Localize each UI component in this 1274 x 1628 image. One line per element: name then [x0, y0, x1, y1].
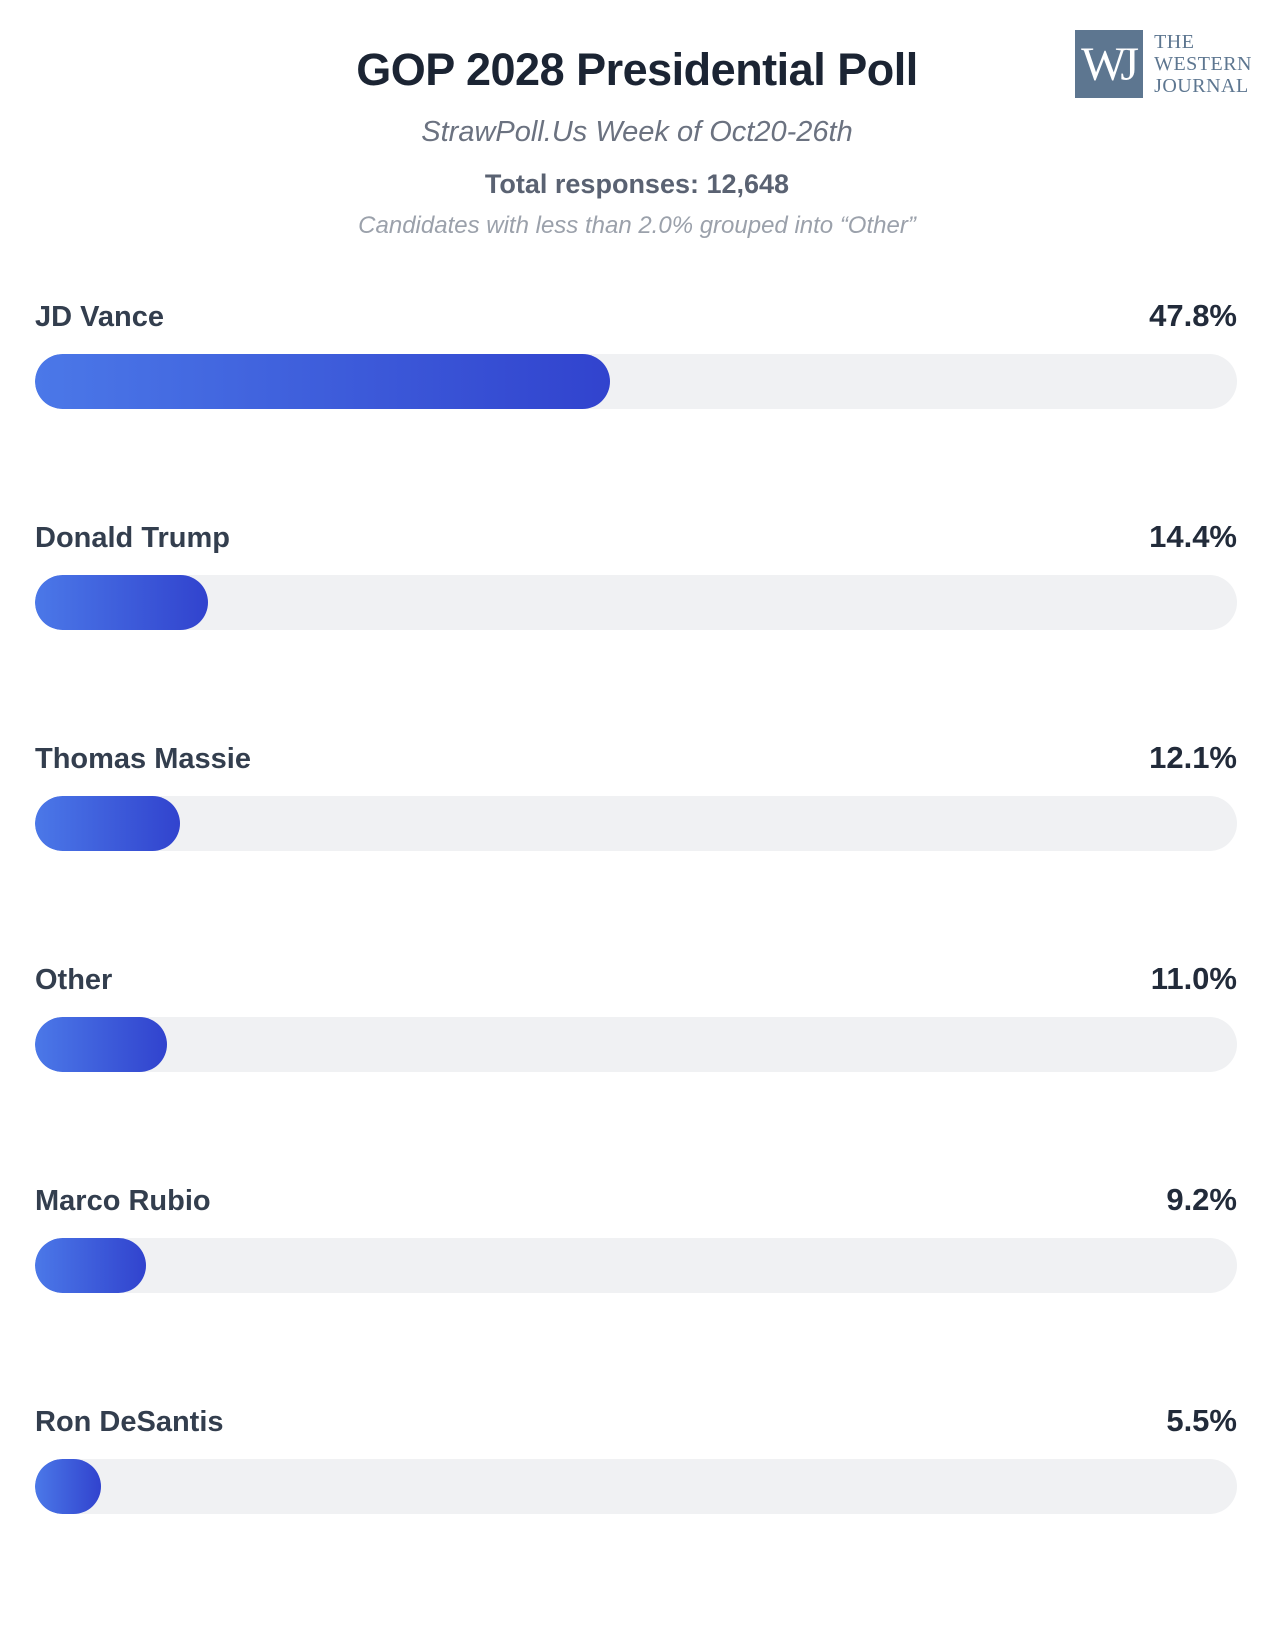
candidate-name: Marco Rubio: [35, 1184, 211, 1217]
candidate-percentage: 12.1%: [1149, 739, 1237, 775]
poll-row-header: Thomas Massie 12.1%: [35, 740, 1237, 776]
bar-track: [35, 1237, 1237, 1293]
candidate-percentage: 11.0%: [1150, 960, 1237, 996]
candidate-name: Ron DeSantis: [35, 1405, 224, 1438]
logo-wordmark-line: WESTERN: [1154, 53, 1252, 75]
bar-fill: [35, 353, 610, 409]
poll-row: JD Vance 47.8%: [35, 298, 1237, 409]
logo-wordmark: THE WESTERN JOURNAL: [1154, 31, 1252, 97]
candidate-name: Donald Trump: [35, 521, 230, 554]
bar-fill: [35, 1016, 168, 1072]
chart-subtitle: StrawPoll.Us Week of Oct20-26th: [421, 115, 853, 148]
bar-track: [35, 574, 1237, 630]
poll-row: Marco Rubio 9.2%: [35, 1182, 1237, 1293]
bar-fill: [35, 795, 181, 851]
bar-fill: [35, 574, 209, 630]
candidate-name: JD Vance: [35, 300, 164, 333]
poll-row-header: JD Vance 47.8%: [35, 298, 1237, 334]
candidate-percentage: 47.8%: [1149, 297, 1237, 333]
western-journal-logo: WJ THE WESTERN JOURNAL: [1075, 30, 1252, 98]
poll-rows: JD Vance 47.8% Donald Trump 14.4% Thomas Mas…: [0, 298, 1274, 1514]
poll-row: Other 11.0%: [35, 961, 1237, 1072]
page-title: GOP 2028 Presidential Poll: [356, 44, 918, 95]
poll-row: Thomas Massie 12.1%: [35, 740, 1237, 851]
poll-row-header: Donald Trump 14.4%: [35, 519, 1237, 555]
candidate-percentage: 5.5%: [1166, 1402, 1237, 1438]
candidate-percentage: 14.4%: [1149, 518, 1237, 554]
bar-track: [35, 795, 1237, 851]
logo-wordmark-line: JOURNAL: [1154, 75, 1249, 97]
wj-monogram-icon: WJ: [1075, 30, 1144, 98]
candidate-name: Thomas Massie: [35, 742, 251, 775]
poll-row-header: Marco Rubio 9.2%: [35, 1182, 1237, 1218]
bar-track: [35, 1458, 1237, 1514]
chart-header: GOP 2028 Presidential Poll StrawPoll.Us …: [0, 0, 1274, 240]
candidate-percentage: 9.2%: [1166, 1181, 1237, 1217]
bar-track: [35, 353, 1237, 409]
poll-row: Donald Trump 14.4%: [35, 519, 1237, 630]
poll-row-header: Other 11.0%: [35, 961, 1237, 997]
bar-fill: [35, 1458, 102, 1514]
poll-row: Ron DeSantis 5.5%: [35, 1403, 1237, 1514]
poll-row-header: Ron DeSantis 5.5%: [35, 1403, 1237, 1439]
logo-wordmark-line: THE: [1154, 31, 1195, 53]
total-responses: Total responses: 12,648: [484, 168, 790, 199]
bar-track: [35, 1016, 1237, 1072]
bar-fill: [35, 1237, 146, 1293]
candidate-name: Other: [35, 963, 113, 996]
grouping-note: Candidates with less than 2.0% grouped i…: [358, 211, 916, 239]
